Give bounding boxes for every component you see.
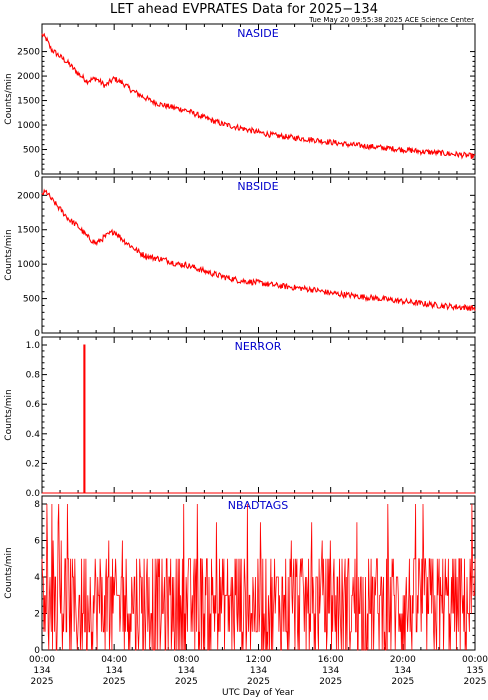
series-line-4: [41, 503, 476, 651]
y-tick-label-2-0: 0: [34, 329, 40, 339]
x-tick-year-3: 2025: [247, 677, 270, 687]
y-tick-label-3-4: 0.8: [26, 371, 41, 381]
y-tick-label-2-3: 1500: [17, 226, 40, 236]
y-tick-label-2-2: 1000: [17, 260, 40, 270]
y-tick-label-1-4: 2000: [17, 72, 40, 82]
y-tick-label-1-0: 0: [34, 170, 40, 180]
series-line-1: [41, 32, 476, 160]
x-tick-day-2: 134: [178, 666, 195, 676]
panel-title-4: NBADTAGS: [228, 499, 288, 512]
y-tick-label-3-3: 0.6: [26, 400, 41, 410]
x-tick-day-4: 134: [322, 666, 339, 676]
x-tick-year-6: 2025: [464, 677, 487, 687]
x-tick-day-6: 135: [466, 666, 483, 676]
y-tick-label-3-2: 0.4: [26, 430, 41, 440]
y-tick-label-1-1: 500: [23, 146, 40, 156]
y-tick-label-1-2: 1000: [17, 121, 40, 131]
y-tick-label-1-3: 1500: [17, 97, 40, 107]
series-line-3: [42, 344, 475, 494]
x-tick-time-2: 08:00: [173, 655, 199, 665]
x-tick-day-3: 134: [250, 666, 267, 676]
x-tick-year-4: 2025: [319, 677, 342, 687]
x-tick-time-5: 20:00: [390, 655, 416, 665]
y-tick-label-4-2: 4: [34, 573, 40, 583]
panel-title-3: NERROR: [235, 340, 282, 353]
y-axis-label-3: Counts/min: [4, 389, 14, 440]
panel-frame-3: [41, 336, 476, 494]
y-tick-label-3-5: 1.0: [26, 341, 41, 351]
y-tick-label-4-4: 8: [34, 500, 40, 510]
x-tick-year-0: 2025: [31, 677, 54, 687]
y-tick-label-4-1: 2: [34, 610, 40, 620]
x-tick-year-5: 2025: [391, 677, 414, 687]
x-tick-day-1: 134: [106, 666, 123, 676]
x-tick-day-0: 134: [33, 666, 50, 676]
panel-title-2: NBSIDE: [237, 180, 278, 193]
figure-timestamp: Tue May 20 09:55:38 2025 ACE Science Cen…: [308, 16, 474, 24]
y-tick-label-2-1: 500: [23, 295, 40, 305]
x-tick-time-1: 04:00: [101, 655, 127, 665]
y-axis-label-4: Counts/min: [4, 547, 14, 598]
y-tick-label-4-0: 0: [34, 646, 40, 656]
x-tick-time-6: 00:00: [462, 655, 488, 665]
panel-frame-2: [41, 176, 476, 334]
x-axis-label: UTC Day of Year: [222, 688, 294, 698]
y-axis-label-2: Counts/min: [4, 229, 14, 280]
x-tick-year-2: 2025: [175, 677, 198, 687]
x-tick-day-5: 134: [394, 666, 411, 676]
y-tick-label-3-1: 0.2: [26, 459, 40, 469]
y-tick-label-2-4: 2000: [17, 191, 40, 201]
panels-group: 0 500 1000 1500 2000 2500 Counts/min NASIDE 0 500…: [4, 23, 488, 687]
series-line-2: [41, 188, 476, 312]
y-axis-label-1: Counts/min: [4, 73, 14, 124]
x-tick-year-1: 2025: [103, 677, 126, 687]
x-tick-time-3: 12:00: [246, 655, 272, 665]
figure-title: LET ahead EVPRATES Data for 2025−134: [110, 2, 378, 17]
panel-title-1: NASIDE: [237, 27, 278, 40]
x-tick-time-0: 00:00: [29, 655, 55, 665]
x-tick-time-4: 16:00: [318, 655, 344, 665]
y-tick-label-3-0: 0.0: [26, 489, 41, 499]
y-tick-label-4-3: 6: [34, 537, 40, 547]
y-tick-label-1-5: 2500: [17, 48, 40, 58]
